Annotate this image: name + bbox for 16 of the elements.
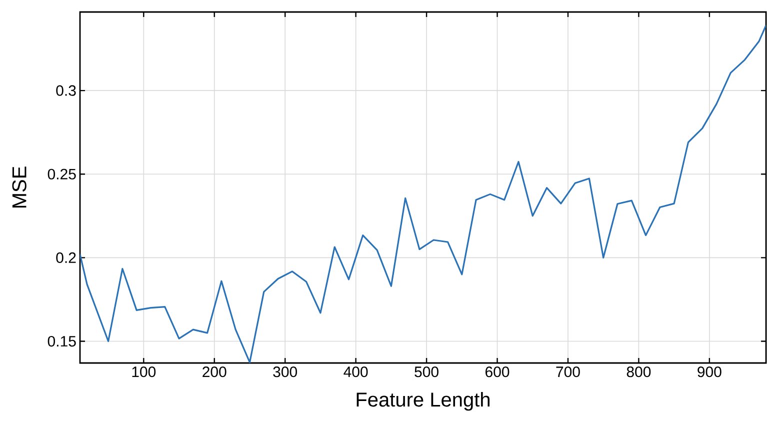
x-tick-label: 400 bbox=[344, 366, 368, 378]
y-tick-label: 0.15 bbox=[48, 336, 76, 347]
y-axis-title: MSE bbox=[12, 166, 26, 208]
y-tick-label: 0.2 bbox=[56, 252, 76, 264]
x-tick-label: 200 bbox=[202, 366, 226, 378]
x-tick-label: 600 bbox=[486, 366, 510, 378]
x-tick-label: 300 bbox=[273, 366, 298, 378]
y-tick-label: 0.3 bbox=[56, 85, 76, 96]
x-axis-title: Feature Length bbox=[356, 392, 490, 411]
x-tick-label: 100 bbox=[132, 366, 156, 378]
x-tick-label: 900 bbox=[698, 366, 722, 378]
line-series bbox=[80, 24, 766, 363]
x-tick-label: 500 bbox=[414, 366, 438, 378]
x-tick-label: 800 bbox=[626, 366, 651, 378]
y-tick-label: 0.25 bbox=[48, 168, 76, 180]
x-tick-label: 700 bbox=[556, 366, 580, 378]
